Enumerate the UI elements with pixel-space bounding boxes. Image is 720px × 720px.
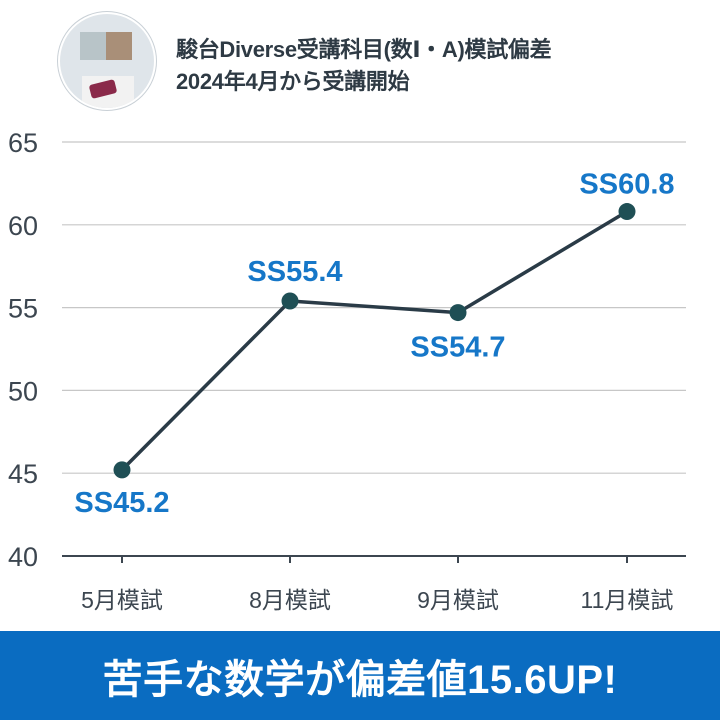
chart-title: 駿台Diverse受講科目(数Ⅰ・A)模試偏差 — [176, 37, 552, 62]
data-label: SS54.7 — [410, 332, 505, 364]
data-label: SS55.4 — [247, 256, 342, 288]
x-tick-label: 11月模試 — [581, 587, 674, 613]
banner-text: 苦手な数学が偏差値15.6UP! — [102, 657, 618, 702]
x-tick-label: 9月模試 — [417, 587, 499, 613]
series-line — [120, 210, 628, 472]
data-label: SS60.8 — [579, 169, 674, 201]
x-tick-label: 8月模試 — [249, 587, 331, 613]
y-tick-label: 65 — [8, 128, 38, 158]
y-tick-label: 50 — [8, 376, 38, 406]
y-tick-label: 60 — [8, 211, 38, 241]
header: 駿台Diverse受講科目(数Ⅰ・A)模試偏差 2024年4月から受講開始 — [0, 0, 720, 115]
data-point — [113, 461, 131, 479]
chart-subtitle: 2024年4月から受講開始 — [176, 69, 410, 94]
result-banner: 苦手な数学が偏差値15.6UP! — [0, 631, 720, 720]
avatar-face-blur-right — [106, 32, 132, 60]
avatar-face-blur — [80, 32, 108, 60]
y-tick-label: 55 — [8, 294, 38, 324]
avatar — [58, 12, 156, 110]
x-tick-label: 5月模試 — [81, 587, 163, 613]
y-tick-label: 40 — [8, 542, 38, 572]
data-label: SS45.2 — [74, 487, 169, 519]
data-point — [449, 304, 467, 322]
line-chart: 40 45 50 55 60 65 5月模試 8月模試 9月模試 11月模試 SS45.2 SS55.… — [8, 128, 686, 613]
data-point — [281, 292, 299, 310]
y-tick-label: 45 — [8, 459, 38, 489]
data-point — [618, 203, 636, 221]
